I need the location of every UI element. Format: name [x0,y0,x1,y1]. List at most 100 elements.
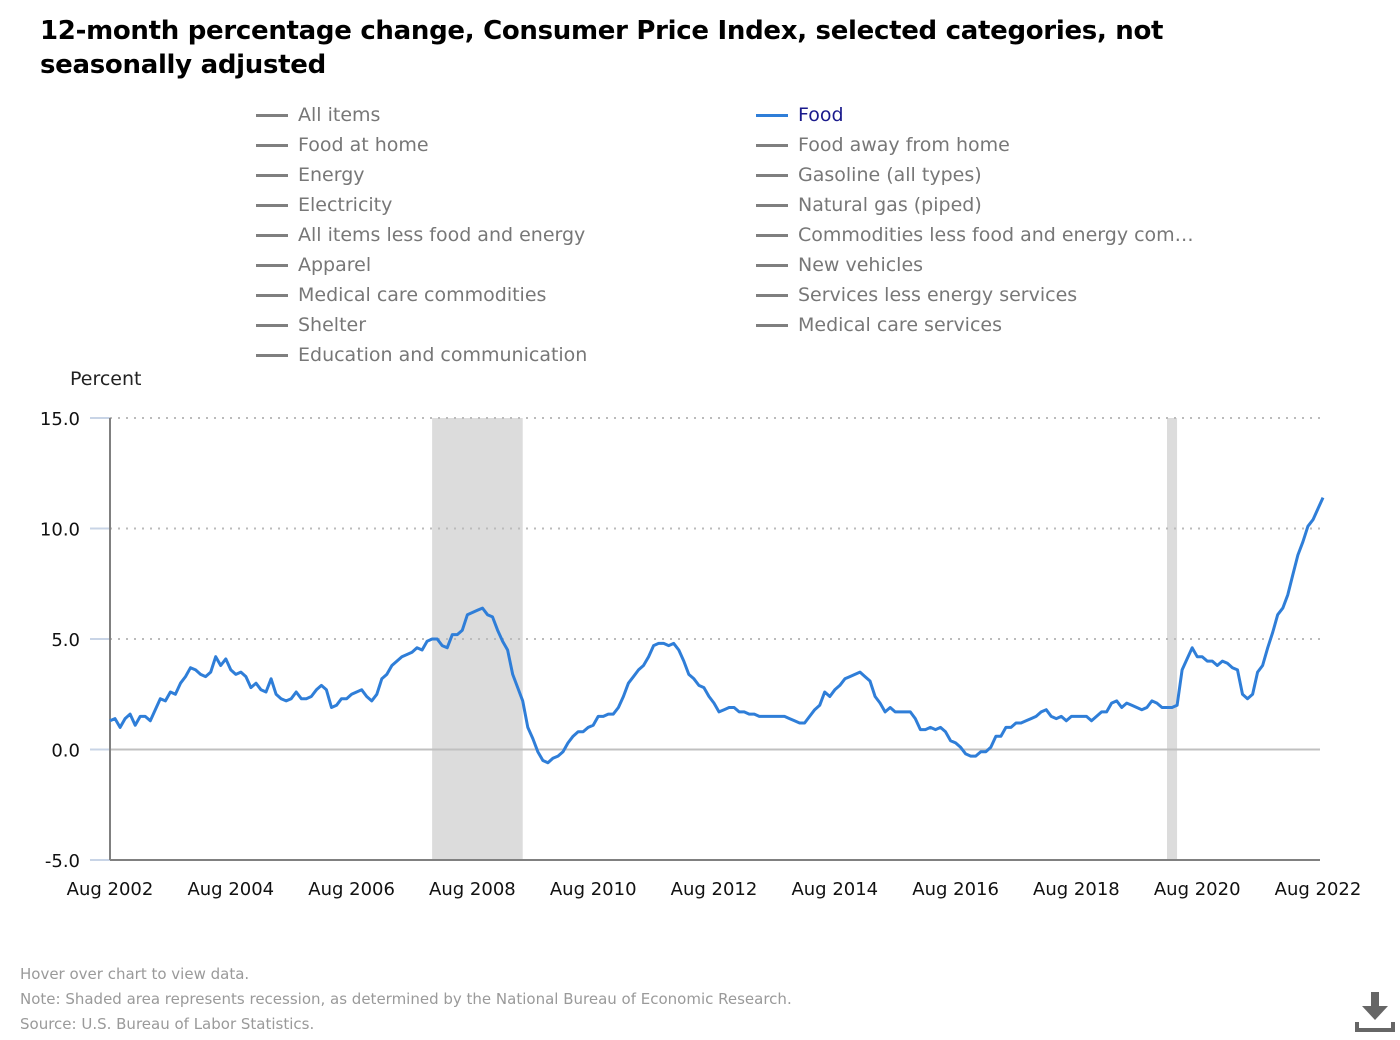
data-point[interactable] [218,663,223,668]
data-point[interactable] [299,696,304,701]
data-point[interactable] [908,709,913,714]
legend-item-electricity[interactable]: Electricity [256,190,392,220]
data-point[interactable] [883,709,888,714]
data-point[interactable] [822,690,827,695]
data-point[interactable] [259,687,264,692]
data-point[interactable] [953,740,958,745]
data-point[interactable] [898,709,903,714]
data-point[interactable] [893,709,898,714]
data-point[interactable] [1029,716,1034,721]
data-point[interactable] [435,637,440,642]
data-point[interactable] [1240,692,1245,697]
data-point[interactable] [228,667,233,672]
data-point[interactable] [1069,714,1074,719]
data-point[interactable] [485,612,490,617]
data-point[interactable] [158,696,163,701]
data-point[interactable] [440,643,445,648]
data-point[interactable] [1054,716,1059,721]
data-point[interactable] [757,714,762,719]
data-point[interactable] [968,754,973,759]
data-point[interactable] [535,749,540,754]
data-point[interactable] [1300,539,1305,544]
data-point[interactable] [168,690,173,695]
data-point[interactable] [1154,701,1159,706]
legend-item-energy[interactable]: Energy [256,160,365,190]
data-point[interactable] [1305,524,1310,529]
data-point[interactable] [832,687,837,692]
data-point[interactable] [460,628,465,633]
data-point[interactable] [1210,659,1215,664]
data-point[interactable] [525,725,530,730]
data-point[interactable] [248,685,253,690]
data-point[interactable] [193,667,198,672]
data-point[interactable] [1215,663,1220,668]
data-point[interactable] [772,714,777,719]
data-point[interactable] [646,654,651,659]
data-point[interactable] [873,694,878,699]
data-point[interactable] [1159,705,1164,710]
data-point[interactable] [1195,654,1200,659]
data-point[interactable] [561,749,566,754]
data-point[interactable] [983,749,988,754]
legend-item-gasoline-all-types[interactable]: Gasoline (all types) [756,160,982,190]
data-point[interactable] [948,738,953,743]
data-point[interactable] [812,707,817,712]
data-point[interactable] [631,674,636,679]
data-point[interactable] [520,698,525,703]
data-point[interactable] [515,685,520,690]
data-point[interactable] [1109,701,1114,706]
data-point[interactable] [1245,696,1250,701]
data-point[interactable] [143,714,148,719]
data-point[interactable] [566,740,571,745]
data-point[interactable] [868,678,873,683]
legend-item-all-items-less-food-and-energy[interactable]: All items less food and energy [256,220,585,250]
data-point[interactable] [163,698,168,703]
data-point[interactable] [656,641,661,646]
data-point[interactable] [319,683,324,688]
data-point[interactable] [1290,572,1295,577]
data-point[interactable] [208,670,213,675]
data-point[interactable] [138,714,143,719]
data-point[interactable] [1019,720,1024,725]
data-point[interactable] [153,707,158,712]
data-point[interactable] [213,654,218,659]
data-point[interactable] [1280,606,1285,611]
data-point[interactable] [1295,553,1300,558]
data-point[interactable] [676,648,681,653]
data-point[interactable] [712,701,717,706]
data-point[interactable] [681,659,686,664]
data-point[interactable] [1049,714,1054,719]
data-point[interactable] [123,716,128,721]
data-point[interactable] [1008,725,1013,730]
data-point[interactable] [394,659,399,664]
legend-item-apparel[interactable]: Apparel [256,250,371,280]
data-point[interactable] [1149,698,1154,703]
data-point[interactable] [978,749,983,754]
data-point[interactable] [1114,698,1119,703]
data-point[interactable] [1175,703,1180,708]
data-point[interactable] [399,654,404,659]
data-point[interactable] [500,639,505,644]
data-point[interactable] [1310,517,1315,522]
data-point[interactable] [641,663,646,668]
data-point[interactable] [837,683,842,688]
data-point[interactable] [555,754,560,759]
data-point[interactable] [304,696,309,701]
data-point[interactable] [998,734,1003,739]
data-point[interactable] [767,714,772,719]
download-button[interactable] [1354,990,1396,1034]
data-point[interactable] [430,637,435,642]
data-point[interactable] [903,709,908,714]
data-point[interactable] [178,681,183,686]
data-point[interactable] [374,692,379,697]
data-point[interactable] [445,645,450,650]
series-line-food[interactable] [109,496,1325,765]
data-point[interactable] [490,614,495,619]
data-point[interactable] [1170,705,1175,710]
data-point[interactable] [1003,725,1008,730]
data-point[interactable] [1134,705,1139,710]
data-point[interactable] [1084,714,1089,719]
data-point[interactable] [289,696,294,701]
legend-item-medical-care-services[interactable]: Medical care services [756,310,1002,340]
data-point[interactable] [188,665,193,670]
